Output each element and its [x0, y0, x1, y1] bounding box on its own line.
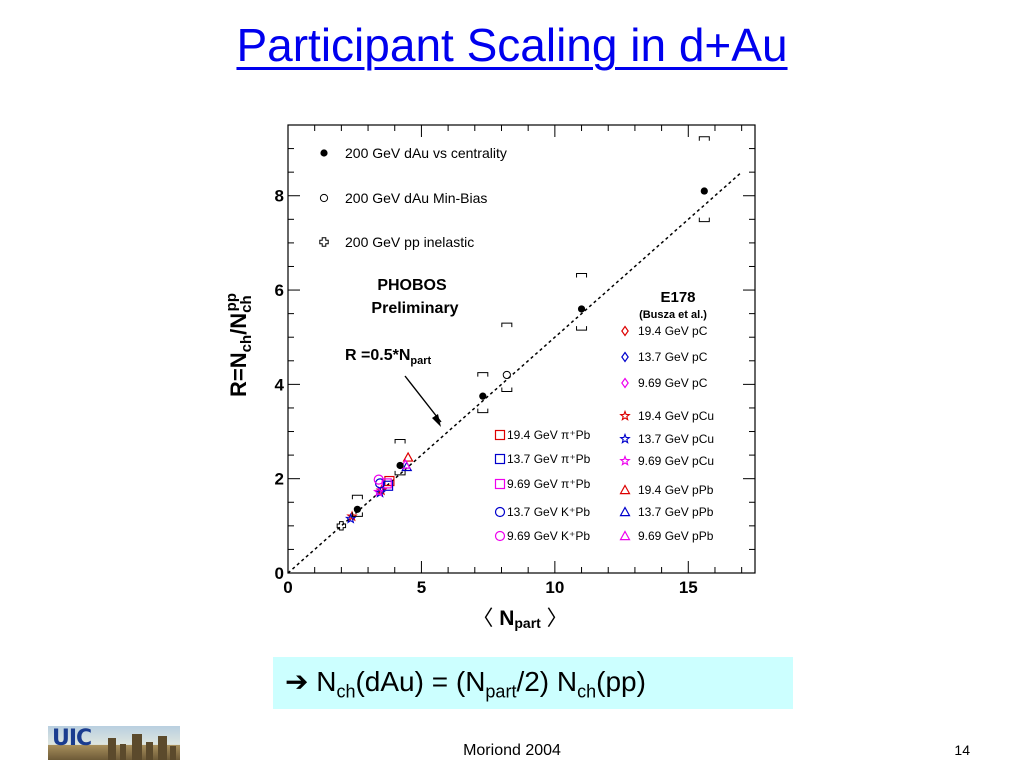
legend-label: 200 GeV pp inelastic: [345, 234, 474, 250]
data-point-e178: [372, 485, 385, 497]
legend-marker: [619, 432, 631, 444]
x-axis-label: 〈 Npart 〉: [472, 607, 567, 631]
formula-sub-3: ch: [577, 681, 597, 702]
y-tick-label: 6: [275, 281, 284, 300]
legend-label: 200 GeV dAu Min-Bias: [345, 190, 487, 206]
legend-label: 13.7 GeV pPb: [638, 505, 714, 519]
error-bracket-upper: [501, 322, 513, 328]
plot-frame: [287, 124, 756, 574]
data-point-e178: [373, 474, 384, 485]
error-bracket-lower: [351, 512, 363, 517]
annotation-e178: E178: [660, 289, 695, 306]
logo-text: UIC: [52, 726, 92, 751]
legend-label: 19.4 GeV pCu: [638, 409, 714, 423]
formula-part-2: (dAu) = (N: [355, 666, 486, 697]
formula-part-4: (pp): [596, 666, 646, 697]
legend-label: 13.7 GeV pC: [638, 350, 708, 364]
error-bracket-upper: [394, 439, 406, 444]
data-point-phobos: [353, 505, 361, 513]
page-number: 14: [954, 742, 970, 758]
legend-marker: [494, 429, 506, 441]
formula-part-3: /2) N: [516, 666, 578, 697]
legend-marker: [494, 530, 506, 542]
annotation-e178-sub: (Busza et al.): [639, 309, 707, 321]
legend-marker: [494, 453, 506, 465]
annotation-fit-label: R =0.5*Npart: [345, 347, 431, 367]
error-bracket-lower: [477, 408, 489, 414]
error-bracket-upper: [576, 273, 588, 278]
footer-text: Moriond 2004: [463, 742, 561, 759]
legend-marker: [619, 506, 631, 517]
legend-label: 9.69 GeV pCu: [638, 454, 714, 468]
legend-marker: [319, 237, 329, 247]
legend-marker: [621, 377, 629, 389]
legend-label: 200 GeV dAu vs centrality: [345, 145, 507, 161]
chart: 0 5 10 15 0 2 4 6 8 〈 Npart 〉 R=Nch/Nchpp PHOBOS Pre…: [223, 124, 756, 631]
formula-box: ➔ Nch(dAu) = (Npart/2) Nch(pp): [273, 657, 793, 709]
legend-label: 19.4 GeV pPb: [638, 483, 714, 497]
formula-sub-2: part: [485, 681, 517, 702]
legend-label: 9.69 GeV K⁺Pb: [507, 529, 590, 543]
x-tick-label: 10: [545, 578, 564, 597]
annotation-arrowhead: [432, 414, 441, 427]
slide-title: Participant Scaling in d+Au: [236, 19, 788, 71]
error-bracket-upper: [477, 372, 489, 377]
data-point-e178: [381, 478, 392, 489]
y-tick-label: 2: [275, 470, 284, 489]
y-tick-label: 8: [275, 187, 284, 206]
error-bracket-lower: [501, 387, 513, 392]
y-axis-label: R=Nch/Nchpp: [223, 293, 255, 397]
error-bracket-lower: [576, 326, 588, 331]
data-point-phobos: [577, 305, 586, 313]
data-point-phobos: [396, 461, 404, 470]
annotation-phobos: PHOBOS: [377, 277, 447, 294]
legend-marker: [621, 325, 629, 337]
y-tick-label: 0: [275, 564, 284, 583]
legend-label: 9.69 GeV pC: [638, 376, 708, 390]
legend-marker: [619, 530, 631, 541]
legend-label: 9.69 GeV pPb: [638, 529, 714, 543]
legend-marker: [619, 409, 631, 421]
legend-marker: [494, 478, 506, 490]
data-point-e178: [346, 510, 358, 522]
formula-part-1: N: [308, 666, 337, 697]
fit-line: [287, 171, 743, 574]
data-point-phobos: [336, 521, 347, 531]
legend-marker: [621, 351, 629, 363]
formula-sub-1: ch: [336, 681, 356, 702]
data-point-e178: [344, 512, 357, 524]
legend-marker: [619, 484, 631, 495]
legend-label: 13.7 GeV K⁺Pb: [507, 505, 590, 519]
legend-label: 13.7 GeV π⁺Pb: [507, 452, 591, 466]
data-point-phobos: [502, 370, 511, 380]
legend-label: 13.7 GeV pCu: [638, 432, 714, 446]
x-tick-label: 0: [283, 578, 292, 597]
error-bracket-upper: [698, 136, 710, 141]
y-tick-label: 4: [275, 375, 285, 394]
legend-marker: [619, 454, 631, 466]
uic-logo: UIC: [48, 726, 180, 760]
annotation-arrow: [404, 375, 442, 423]
x-tick-label: 15: [679, 578, 698, 597]
legend-marker: [320, 149, 328, 157]
error-bracket-lower: [394, 470, 406, 476]
error-bracket-lower: [698, 217, 710, 223]
formula-arrow-icon: ➔: [285, 666, 309, 697]
legend-label: 19.4 GeV pC: [638, 324, 708, 338]
error-bracket-upper: [351, 494, 363, 500]
legend-marker: [319, 193, 329, 203]
data-point-phobos: [479, 392, 487, 400]
x-tick-label: 5: [417, 578, 426, 597]
annotation-preliminary: Preliminary: [371, 300, 458, 317]
data-point-phobos: [700, 187, 708, 195]
legend-label: 19.4 GeV π⁺Pb: [507, 428, 591, 442]
data-point-e178: [402, 451, 414, 462]
legend-label: 9.69 GeV π⁺Pb: [507, 477, 591, 491]
legend-marker: [494, 506, 506, 518]
